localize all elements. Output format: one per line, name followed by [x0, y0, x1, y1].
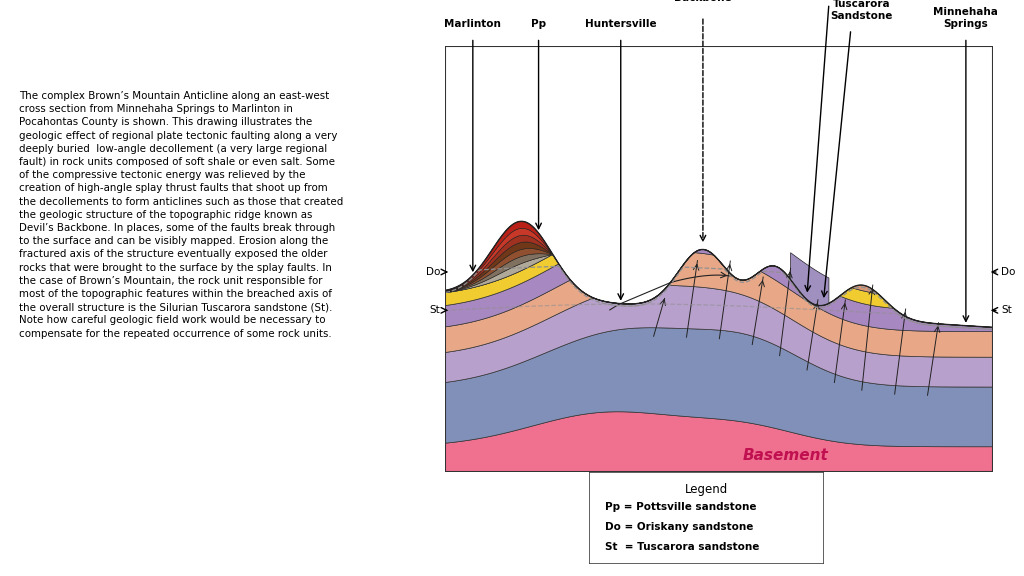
Text: Minnehaha
Springs: Minnehaha Springs: [934, 7, 998, 29]
Text: St: St: [1001, 305, 1013, 315]
Polygon shape: [445, 235, 551, 291]
Polygon shape: [445, 221, 993, 327]
Text: Pp = Pottsville sandstone: Pp = Pottsville sandstone: [605, 502, 757, 512]
Polygon shape: [445, 221, 551, 291]
Polygon shape: [791, 253, 829, 306]
Text: Do: Do: [426, 267, 440, 277]
Polygon shape: [445, 254, 551, 293]
Text: Tuscarora
Sandstone: Tuscarora Sandstone: [830, 0, 893, 21]
Polygon shape: [445, 249, 993, 332]
Text: Legend: Legend: [685, 483, 728, 497]
Text: Do: Do: [1001, 267, 1016, 277]
Text: Devil's
Backbone: Devil's Backbone: [674, 0, 732, 3]
Polygon shape: [445, 255, 551, 293]
Text: Basement: Basement: [742, 448, 828, 463]
Polygon shape: [445, 228, 551, 291]
Text: Marlinton: Marlinton: [444, 19, 502, 29]
Text: The complex Brown’s Mountain Anticline along an east-west
cross section from Min: The complex Brown’s Mountain Anticline a…: [18, 91, 343, 339]
Text: St  = Tuscarora sandstone: St = Tuscarora sandstone: [605, 543, 760, 552]
Polygon shape: [445, 328, 993, 447]
Polygon shape: [445, 253, 993, 357]
Polygon shape: [445, 286, 993, 387]
Polygon shape: [445, 242, 551, 291]
Text: Pp: Pp: [531, 19, 546, 29]
Polygon shape: [445, 412, 993, 472]
Polygon shape: [445, 249, 993, 327]
Text: Do = Oriskany sandstone: Do = Oriskany sandstone: [605, 522, 754, 532]
Text: Huntersville: Huntersville: [585, 19, 656, 29]
Text: St: St: [429, 305, 440, 315]
Polygon shape: [445, 248, 551, 292]
